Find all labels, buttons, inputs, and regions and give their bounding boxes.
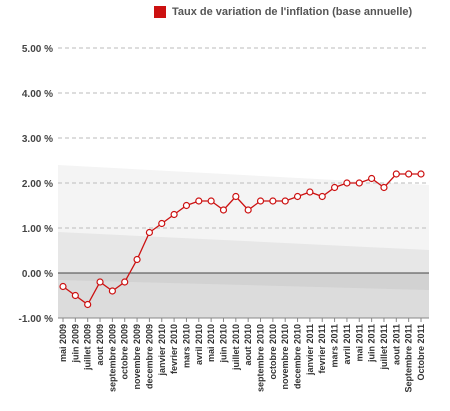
data-point (158, 219, 166, 228)
x-tick-label: juillet 2010 (231, 324, 241, 371)
data-point (306, 188, 314, 196)
data-point (121, 278, 129, 286)
x-tick-label: mars 2010 (181, 324, 191, 368)
x-tick-label: fevrier 2011 (317, 324, 327, 374)
data-point (318, 192, 326, 201)
y-tick-label: 4.00 % (22, 89, 53, 100)
x-tick-label: juin 2009 (70, 324, 80, 364)
x-tick-label: janvier 2010 (157, 324, 167, 377)
x-tick-label: septembre 2010 (256, 324, 266, 392)
x-tick-label: Octobre 2011 (416, 324, 426, 381)
x-tick-label: fevrier 2010 (169, 324, 179, 374)
data-point (368, 174, 376, 183)
x-tick-label: juin 2011 (367, 324, 377, 363)
y-tick-label: 1.00 % (22, 224, 53, 235)
x-tick-label: juillet 2011 (379, 324, 389, 371)
data-point (96, 278, 104, 286)
data-point (232, 192, 240, 201)
x-axis-ticks: mai 2009 juin 2009 juillet 2009 aout 2009 se… (58, 318, 426, 393)
x-tick-label: juillet 2009 (83, 324, 93, 371)
data-point (182, 201, 191, 210)
x-tick-label: mai 2011 (354, 324, 364, 362)
data-point (269, 197, 277, 205)
data-point (170, 210, 178, 219)
x-tick-label: aout 2010 (243, 324, 253, 366)
x-tick-label: decembre 2010 (293, 324, 303, 389)
legend-label: Taux de variation de l'inflation (base a… (172, 6, 413, 18)
data-point (355, 179, 363, 187)
data-point (405, 170, 413, 178)
x-tick-label: avril 2010 (194, 324, 204, 365)
y-axis-ticks: 5.00 % 4.00 % 3.00 % 2.00 % 1.00 % 0.00 % -1.0… (19, 44, 54, 325)
x-tick-label: octobre 2009 (120, 324, 130, 380)
y-tick-label: 5.00 % (22, 44, 53, 55)
data-point (256, 197, 265, 205)
x-tick-label: octobre 2010 (268, 324, 278, 380)
y-tick-label: 0.00 % (22, 269, 53, 280)
x-tick-label: Septembre 2011 (404, 324, 414, 393)
x-tick-label: janvier 2011 (305, 324, 315, 376)
data-point (330, 183, 339, 192)
series-points (59, 170, 425, 309)
x-tick-label: mai 2010 (206, 324, 216, 362)
x-tick-label: mai 2009 (58, 324, 68, 362)
x-tick-label: novembre 2010 (280, 324, 290, 390)
data-point (71, 291, 79, 300)
x-tick-label: mars 2011 (330, 324, 340, 368)
x-tick-label: novembre 2009 (132, 324, 142, 390)
zero-line (58, 272, 429, 319)
data-point (145, 228, 154, 237)
data-point (219, 206, 228, 214)
data-point (380, 183, 388, 192)
y-tick-label: -1.00 % (19, 314, 54, 325)
data-point (133, 255, 141, 264)
data-point (281, 197, 289, 205)
legend-swatch (154, 6, 166, 18)
y-tick-label: 2.00 % (22, 179, 53, 190)
data-point (417, 170, 425, 178)
data-point (244, 206, 252, 214)
data-point (84, 300, 92, 309)
y-tick-label: 3.00 % (22, 134, 53, 145)
x-tick-label: aout 2009 (95, 324, 105, 366)
data-point (59, 282, 67, 291)
data-point (293, 192, 302, 201)
x-tick-label: decembre 2009 (144, 324, 154, 389)
data-point (207, 197, 215, 205)
legend: Taux de variation de l'inflation (base a… (154, 4, 412, 20)
data-point (343, 179, 351, 187)
x-tick-label: avril 2011 (342, 324, 352, 365)
data-point (392, 170, 400, 178)
x-tick-label: aout 2011 (391, 324, 401, 365)
x-tick-label: septembre 2009 (107, 324, 117, 392)
x-tick-label: juin 2010 (218, 324, 228, 364)
data-point (108, 287, 116, 295)
data-point (195, 197, 203, 205)
